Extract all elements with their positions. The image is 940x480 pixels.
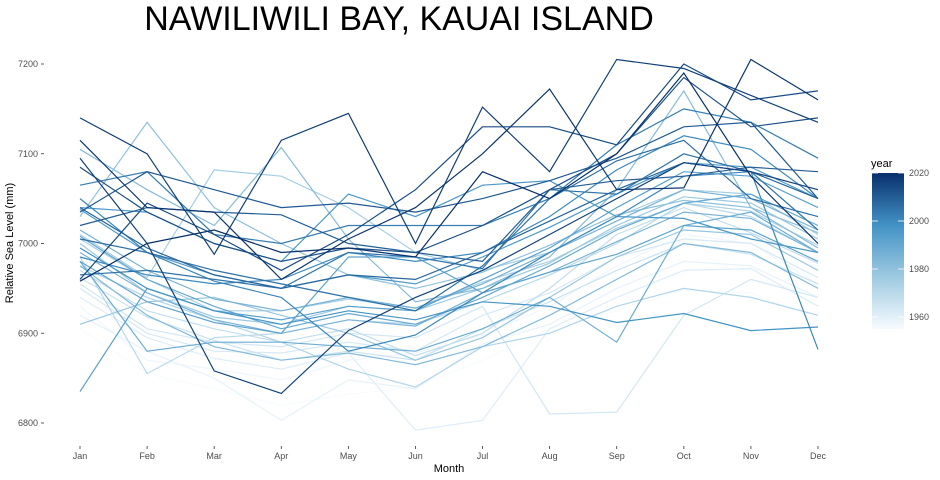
series-line-2011	[79, 121, 819, 213]
series-line-2017	[79, 58, 819, 256]
x-tick-label: Jun	[408, 451, 423, 461]
chart-title: NAWILIWILI BAY, KAUAI ISLAND	[144, 0, 654, 38]
series-line-1986	[79, 189, 819, 312]
series-line-1957	[79, 233, 819, 381]
series-line-1983	[79, 242, 819, 366]
series-line-2003	[79, 108, 819, 245]
x-tick-label: Aug	[542, 451, 558, 461]
x-tick-label: Sep	[609, 451, 625, 461]
series-line-1977	[79, 196, 819, 325]
legend-colorbar	[872, 173, 904, 329]
series-line-1975	[79, 169, 819, 279]
legend-tick-label: 2000	[909, 216, 929, 226]
legend-title: year	[871, 158, 893, 170]
series-line-1978	[79, 229, 819, 361]
x-tick-label: Jan	[73, 451, 88, 461]
series-line-1995	[79, 162, 819, 290]
series-line-2001	[79, 171, 819, 352]
y-tick-label: 7200	[18, 59, 38, 69]
legend-tick-label: 1960	[909, 312, 929, 322]
series-line-2014	[79, 63, 819, 280]
series-line-1991	[79, 224, 819, 334]
series-line-1968	[79, 206, 819, 357]
series-line-2006	[79, 139, 819, 312]
series-line-2016	[79, 157, 819, 395]
x-tick-label: Apr	[274, 451, 288, 461]
x-tick-label: Feb	[139, 451, 155, 461]
series-line-2013	[79, 76, 819, 263]
series-line-2005	[79, 153, 819, 290]
x-tick-label: Nov	[743, 451, 760, 461]
y-axis: 6800 6900 7000 7100 7200	[18, 59, 44, 428]
series-line-1998	[79, 247, 819, 332]
series-line-1988	[79, 211, 819, 352]
x-tick-label: Mar	[206, 451, 222, 461]
x-tick-label: May	[340, 451, 358, 461]
series-line-1963	[79, 238, 819, 354]
series-lines	[79, 58, 819, 431]
y-tick-label: 7000	[18, 239, 38, 249]
year-legend: year 1960 1980 2000 2020	[871, 158, 929, 329]
series-line-1961	[79, 267, 819, 431]
legend-tick-label: 2020	[909, 168, 929, 178]
x-axis-title: Month	[434, 463, 465, 475]
y-axis-title: Relative Sea Level (mm)	[4, 183, 16, 303]
x-tick-label: Dec	[810, 451, 827, 461]
series-line-2019	[79, 58, 819, 281]
series-line-1985	[79, 211, 819, 334]
legend-ticks: 1960 1980 2000 2020	[872, 168, 929, 322]
series-line-2020	[79, 71, 819, 282]
legend-tick-label: 1980	[909, 264, 929, 274]
series-line-1964	[79, 278, 819, 415]
series-line-1993	[79, 171, 819, 392]
y-tick-label: 6900	[18, 328, 38, 338]
series-line-1955	[79, 289, 819, 406]
series-line-1959	[79, 260, 819, 422]
x-axis: Jan Feb Mar Apr May Jun Jul Aug Sep Oct Nov Dec	[73, 446, 827, 461]
x-tick-label: Jul	[477, 451, 489, 461]
y-tick-label: 6800	[18, 418, 38, 428]
y-tick-label: 7100	[18, 149, 38, 159]
x-tick-label: Oct	[677, 451, 692, 461]
series-line-1972	[79, 265, 819, 388]
